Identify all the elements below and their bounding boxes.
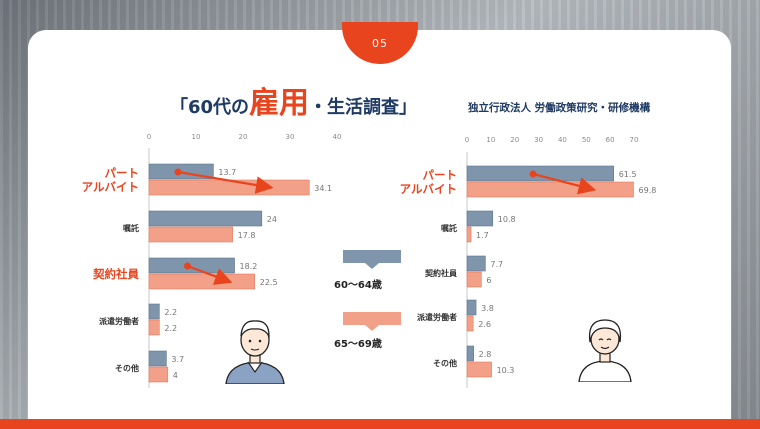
title-close: ・生活調査」 <box>309 97 418 118</box>
chart2-xtick-30: 30 <box>534 136 543 144</box>
chart2-xtick-10: 10 <box>486 136 495 144</box>
chart1-category-label-2-0: 契約社員 <box>92 267 139 281</box>
legend-label-60-64: 60～64歳 <box>334 280 382 291</box>
chart2-value-label-s1-c3: 2.6 <box>478 320 491 329</box>
chart2-category-label-3-0: 派遣労働者 <box>417 312 457 322</box>
man-avatar-icon <box>225 320 285 384</box>
chart2-category-label-0-0: パート <box>423 168 458 182</box>
chart2-bar-s0-c4 <box>466 345 474 362</box>
chart2-value-label-s1-c2: 6 <box>486 276 491 285</box>
chart1-category-label-1-0: 嘱託 <box>123 223 139 233</box>
chart1-bar-s0-c1 <box>148 210 263 227</box>
chart1-value-label-s0-c3: 2.2 <box>164 308 177 317</box>
chart2-xtick-0: 0 <box>465 136 469 144</box>
chart2-bar-s1-c0 <box>466 181 634 198</box>
chart1-bar-s0-c2 <box>148 257 235 274</box>
chart2-value-label-s0-c3: 3.8 <box>481 304 494 313</box>
chart1-value-label-s1-c4: 4 <box>173 371 178 380</box>
chart1-bar-s0-c4 <box>148 350 167 367</box>
chart2-xtick-20: 20 <box>510 136 519 144</box>
chart1-bar-s1-c0 <box>148 179 310 196</box>
chart2-xtick-60: 60 <box>606 136 615 144</box>
chart1-category-label-0-1: アルバイト <box>82 180 139 194</box>
chart2-xtick-40: 40 <box>558 136 567 144</box>
chart1-value-label-s1-c0: 34.1 <box>314 184 332 193</box>
chart1-value-label-s0-c2: 18.2 <box>240 262 258 271</box>
chart1-trend-arrow-0 <box>177 170 274 194</box>
chart2-bar-s0-c2 <box>466 255 486 272</box>
chart1-category-label-3-0: 派遣労働者 <box>99 316 139 326</box>
chart2-value-label-s1-c0: 69.8 <box>639 186 657 195</box>
chart1-value-label-s1-c2: 22.5 <box>260 278 278 287</box>
chart2-value-label-s0-c0: 61.5 <box>619 170 637 179</box>
chart2-value-label-s0-c1: 10.8 <box>498 215 516 224</box>
chart1-xtick-30: 30 <box>286 133 295 141</box>
chart2-category-label-0-1: アルバイト <box>400 182 457 196</box>
chart2-bar-s0-c0 <box>466 165 615 182</box>
chart2-category-label-1-0: 嘱託 <box>441 223 457 233</box>
chart2-bar-s0-c3 <box>466 299 477 316</box>
chart1-xtick-0: 0 <box>147 133 151 141</box>
chart1-bar-s1-c2 <box>148 273 256 290</box>
legend-swatch-65-69 <box>343 312 401 331</box>
legend-label-65-69: 65～69歳 <box>334 339 382 350</box>
chart1-xtick-10: 10 <box>192 133 201 141</box>
chart1-trend-arrow-2 <box>187 264 233 285</box>
chart2-bar-s1-c4 <box>466 361 492 378</box>
chart1-value-label-s0-c4: 3.7 <box>171 355 184 364</box>
legend-swatch-60-64 <box>343 250 401 269</box>
chart1-bar-s1-c3 <box>148 319 160 336</box>
chart1-category-label-0-0: パート <box>105 166 140 180</box>
chart1-bar-s0-c3 <box>148 303 160 320</box>
chart1-bar-s1-c4 <box>148 366 169 383</box>
woman-avatar-icon <box>578 319 632 382</box>
chart1-xtick-20: 20 <box>239 133 248 141</box>
chart2-xtick-70: 70 <box>630 136 639 144</box>
title-emphasis: 雇用 <box>249 86 310 121</box>
chart2-bar-s1-c2 <box>466 271 482 288</box>
chart2-xtick-50: 50 <box>582 136 591 144</box>
page-title: 「60代の雇用・生活調査」 <box>170 86 417 122</box>
chart2-bar-s0-c1 <box>466 210 494 227</box>
chart1-bar-s1-c1 <box>148 226 233 243</box>
chart2-value-label-s0-c4: 2.8 <box>479 350 492 359</box>
title-open: 「60代の <box>170 97 250 118</box>
source-credit: 独立行政法人 労働政策研究・研修機構 <box>468 102 651 114</box>
chart2-value-label-s1-c4: 10.3 <box>497 366 515 375</box>
chart1-value-label-s1-c3: 2.2 <box>164 324 177 333</box>
chart2-trend-arrow-0 <box>532 172 597 195</box>
chart2-value-label-s1-c1: 1.7 <box>476 231 489 240</box>
chart2-bar-s1-c1 <box>466 226 472 243</box>
chart2-category-label-2-0: 契約社員 <box>424 268 457 278</box>
bottom-accent-bar <box>0 419 760 429</box>
chart1-value-label-s0-c1: 24 <box>267 215 277 224</box>
chart1-category-label-4-0: その他 <box>115 363 139 373</box>
chart1-value-label-s1-c1: 17.8 <box>238 231 256 240</box>
chart2-bar-s1-c3 <box>466 315 474 332</box>
chart1-xtick-40: 40 <box>333 133 342 141</box>
chart2-category-label-4-0: その他 <box>433 358 457 368</box>
chart1-value-label-s0-c0: 13.7 <box>218 168 236 177</box>
chart2-value-label-s0-c2: 7.7 <box>490 260 503 269</box>
